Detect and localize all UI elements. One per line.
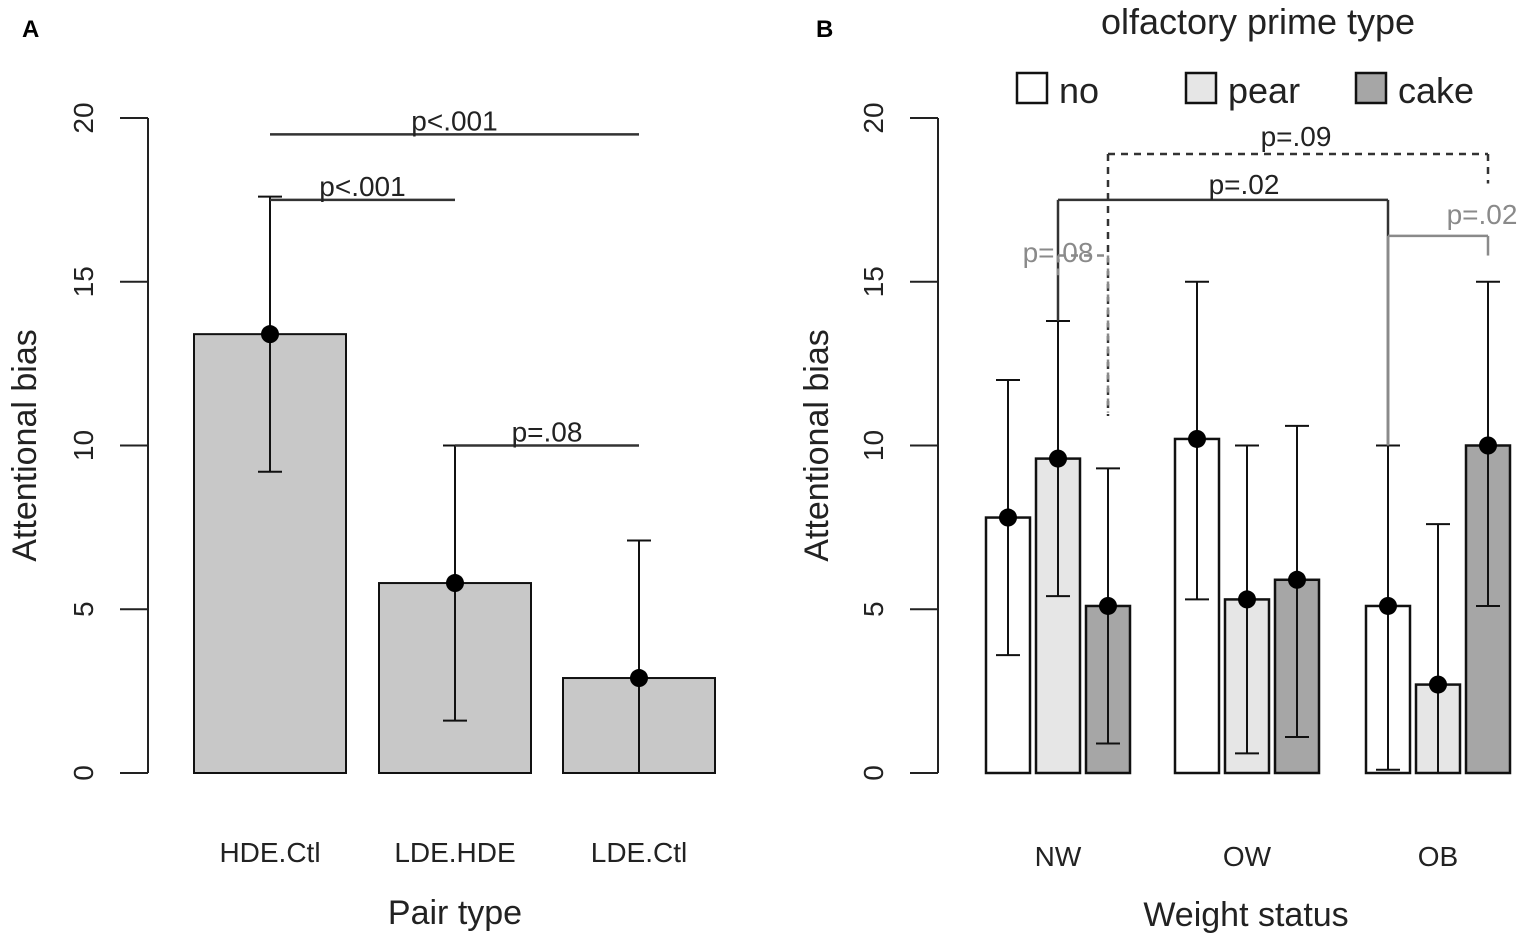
a-significance-label: p<.001 <box>319 171 405 202</box>
a-significance-label: p<.001 <box>411 105 497 136</box>
b-significance-label: p=.02 <box>1209 169 1280 200</box>
b-y-tick-label: 20 <box>858 102 889 133</box>
b-category-label: OB <box>1418 841 1458 872</box>
b-y-tick-label: 5 <box>858 601 889 617</box>
b-legend-label-pear: pear <box>1228 70 1300 111</box>
b-x-axis-title: Weight status <box>1143 896 1348 934</box>
b-category-label: NW <box>1035 841 1082 872</box>
a-mean-point <box>630 669 648 688</box>
b-legend-swatch-pear <box>1184 71 1218 105</box>
panel-b-chart: 0 5 10 15 20 Attentional bias NW OW OB Weight sta… <box>798 1 1517 934</box>
b-significance-label: p=.08 <box>1023 237 1094 268</box>
a-y-tick-label: 0 <box>68 765 99 781</box>
b-category-label: OW <box>1223 841 1272 872</box>
b-mean-point <box>1288 570 1306 589</box>
b-mean-point <box>1429 675 1447 694</box>
b-legend-title: olfactory prime type <box>1101 1 1415 42</box>
b-y-axis-title: Attentional bias <box>798 329 836 562</box>
a-y-tick-label: 20 <box>68 102 99 133</box>
a-significance-label: p=.08 <box>512 417 583 448</box>
b-legend-label-no: no <box>1059 70 1099 111</box>
panel-b-letter: B <box>816 16 833 43</box>
a-y-tick-label: 10 <box>68 430 99 461</box>
panel-a-chart: 0 5 10 15 20 Attentional bias HDE.Ctl LDE.HDE LD… <box>6 102 716 932</box>
b-mean-point <box>1238 590 1256 609</box>
a-y-tick-label: 5 <box>68 601 99 617</box>
a-x-axis-title: Pair type <box>388 894 522 932</box>
b-y-tick-label: 10 <box>858 430 889 461</box>
b-legend-swatch-cake <box>1354 71 1388 105</box>
a-y-tick-label: 15 <box>68 266 99 297</box>
panel-a-letter: A <box>22 16 39 43</box>
b-significance-label: p=.09 <box>1261 121 1332 152</box>
b-legend-label-cake: cake <box>1398 70 1474 111</box>
b-mean-point <box>1049 449 1067 468</box>
b-mean-point <box>1379 596 1397 615</box>
b-y-tick-label: 0 <box>858 765 889 781</box>
b-legend-swatch-no <box>1015 71 1049 105</box>
a-category-label: HDE.Ctl <box>219 837 320 868</box>
a-category-label: LDE.Ctl <box>591 837 687 868</box>
b-mean-point <box>1188 429 1206 448</box>
a-mean-point <box>261 325 279 344</box>
b-y-tick-label: 15 <box>858 266 889 297</box>
b-mean-point <box>1479 436 1497 455</box>
b-mean-point <box>1099 596 1117 615</box>
b-significance-label: p=.02 <box>1447 199 1518 230</box>
b-mean-point <box>999 508 1017 527</box>
a-category-label: LDE.HDE <box>394 837 515 868</box>
a-y-axis-title: Attentional bias <box>6 329 44 562</box>
a-mean-point <box>446 574 464 593</box>
